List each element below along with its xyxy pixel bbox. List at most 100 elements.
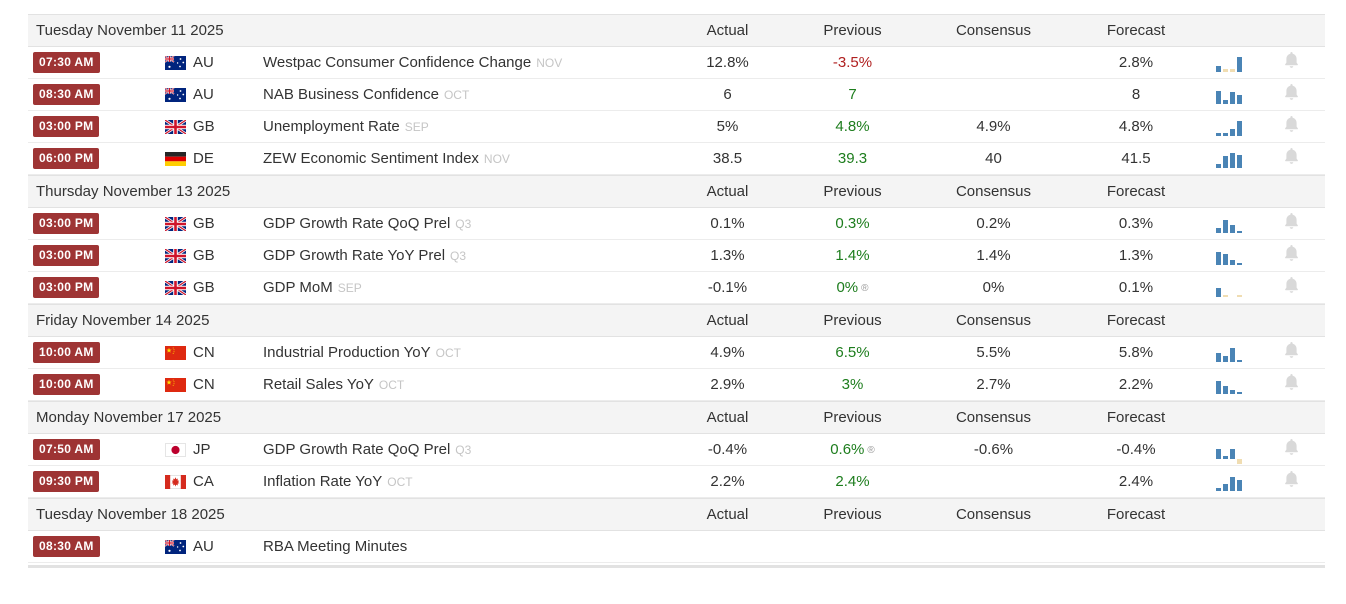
bell-alert-icon[interactable] [1284,245,1299,262]
event-cell: GDP MoM SEP [250,279,665,296]
event-link[interactable]: Retail Sales YoY [263,376,374,393]
sparkline-chart[interactable] [1216,215,1242,233]
bell-alert-icon[interactable] [1284,148,1299,165]
sparkline-chart[interactable] [1216,473,1242,491]
flag-icon-ca [165,474,186,489]
column-header-consensus: Consensus [955,183,1032,200]
event-link[interactable]: ZEW Economic Sentiment Index [263,150,479,167]
flag-icon-gb [165,248,186,263]
column-header-forecast: Forecast [1106,183,1166,200]
sparkline-cell [1200,54,1258,72]
sparkline-bar [1216,487,1221,491]
bell-alert-icon[interactable] [1284,439,1299,456]
event-link[interactable]: Westpac Consumer Confidence Change [263,54,532,71]
event-link[interactable]: GDP Growth Rate YoY Prel [263,247,446,264]
consensus-value: 0.2% [976,215,1011,232]
sparkline-chart[interactable] [1216,376,1242,394]
sparkline-bar [1223,294,1228,297]
table-row: 07:30 AM AU Westpac Consumer Confidence Ch… [28,47,1325,79]
event-cell: ZEW Economic Sentiment Index NOV [250,150,665,167]
consensus-value: 4.9% [976,118,1011,135]
table-row: 09:30 PM CA Inflation Rate YoY OCT 2.2% 2.4% 2… [28,466,1325,498]
event-reference-period: NOV [483,152,510,166]
sparkline-chart[interactable] [1216,279,1242,297]
sparkline-chart[interactable] [1216,150,1242,168]
sparkline-bar [1223,483,1228,491]
column-header-forecast: Forecast [1106,22,1166,39]
previous-value: 4.8% [790,118,915,135]
time-badge: 03:00 PM [33,245,100,266]
time-badge: 07:50 AM [33,439,100,460]
event-reference-period: NOV [536,56,563,70]
country-code: AU [193,538,214,555]
section-header: Monday November 17 2025 Actual Previous Con… [28,401,1325,434]
column-header-previous: Previous [823,183,882,200]
country-code: GB [193,247,215,264]
country-code: CN [193,376,215,393]
event-reference-period: SEP [404,120,429,134]
event-link[interactable]: Unemployment Rate [263,118,400,135]
flag-icon-gb [165,216,186,231]
sparkline-chart[interactable] [1216,54,1242,72]
event-reference-period: OCT [435,346,461,360]
event-link[interactable]: GDP Growth Rate QoQ Prel [263,215,451,232]
previous-value: 2.4% [790,473,915,490]
table-row: 06:00 PM DE ZEW Economic Sentiment Index NO… [28,143,1325,175]
previous-value-text: 2.4% [835,473,870,490]
time-cell: 08:30 AM [28,84,160,105]
sparkline-bar [1216,352,1221,362]
time-badge: 06:00 PM [33,148,100,169]
time-badge: 10:00 AM [33,374,100,395]
sparkline-bar [1237,56,1242,72]
bell-alert-icon[interactable] [1284,52,1299,69]
time-badge: 03:00 PM [33,116,100,137]
time-cell: 07:50 AM [28,439,160,460]
event-link[interactable]: NAB Business Confidence [263,86,439,103]
economic-calendar-table: Tuesday November 11 2025 Actual Previous Co… [28,14,1325,568]
bell-alert-icon[interactable] [1284,342,1299,359]
bell-alert-icon[interactable] [1284,471,1299,488]
country-cell: JP [160,441,250,458]
time-cell: 07:30 AM [28,52,160,73]
sparkline-cell [1200,441,1258,464]
actual-value: 5% [716,118,739,135]
event-link[interactable]: Industrial Production YoY [263,344,431,361]
event-link[interactable]: GDP Growth Rate QoQ Prel [263,441,451,458]
bell-alert-icon[interactable] [1284,84,1299,101]
sparkline-chart[interactable] [1216,441,1242,464]
country-cell: GB [160,247,250,264]
event-link[interactable]: GDP MoM [263,279,333,296]
sparkline-chart[interactable] [1216,344,1242,362]
sparkline-bar [1230,347,1235,362]
table-row: 03:00 PM GB GDP Growth Rate QoQ Prel Q3 0.1%… [28,208,1325,240]
bell-cell [1258,84,1325,105]
bell-alert-icon[interactable] [1284,277,1299,294]
sparkline-chart[interactable] [1216,86,1242,104]
section-date: Thursday November 13 2025 [36,183,231,200]
forecast-value: 8 [1131,86,1141,103]
event-link[interactable]: Inflation Rate YoY [263,473,383,490]
bell-cell [1258,471,1325,492]
sparkline-chart[interactable] [1216,118,1242,136]
previous-value-text: 0.3% [835,215,870,232]
time-cell: 03:00 PM [28,245,160,266]
sparkline-bar [1223,253,1228,265]
bell-alert-icon[interactable] [1284,213,1299,230]
consensus-value: 0% [982,279,1005,296]
sparkline-bar [1223,219,1228,233]
bell-alert-icon[interactable] [1284,116,1299,133]
sparkline-bar [1216,163,1221,168]
sparkline-bar [1216,90,1221,104]
sparkline-chart[interactable] [1216,247,1242,265]
event-link[interactable]: RBA Meeting Minutes [263,538,408,555]
time-badge: 08:30 AM [33,536,100,557]
previous-value-text: 6.5% [835,344,870,361]
sparkline-bar [1237,120,1242,136]
column-header-actual: Actual [706,183,749,200]
flag-icon-de [165,151,186,166]
previous-value-text: 0% [836,279,859,296]
country-cell: GB [160,279,250,296]
section-date: Monday November 17 2025 [36,409,222,426]
bell-cell [1258,116,1325,137]
bell-alert-icon[interactable] [1284,374,1299,391]
